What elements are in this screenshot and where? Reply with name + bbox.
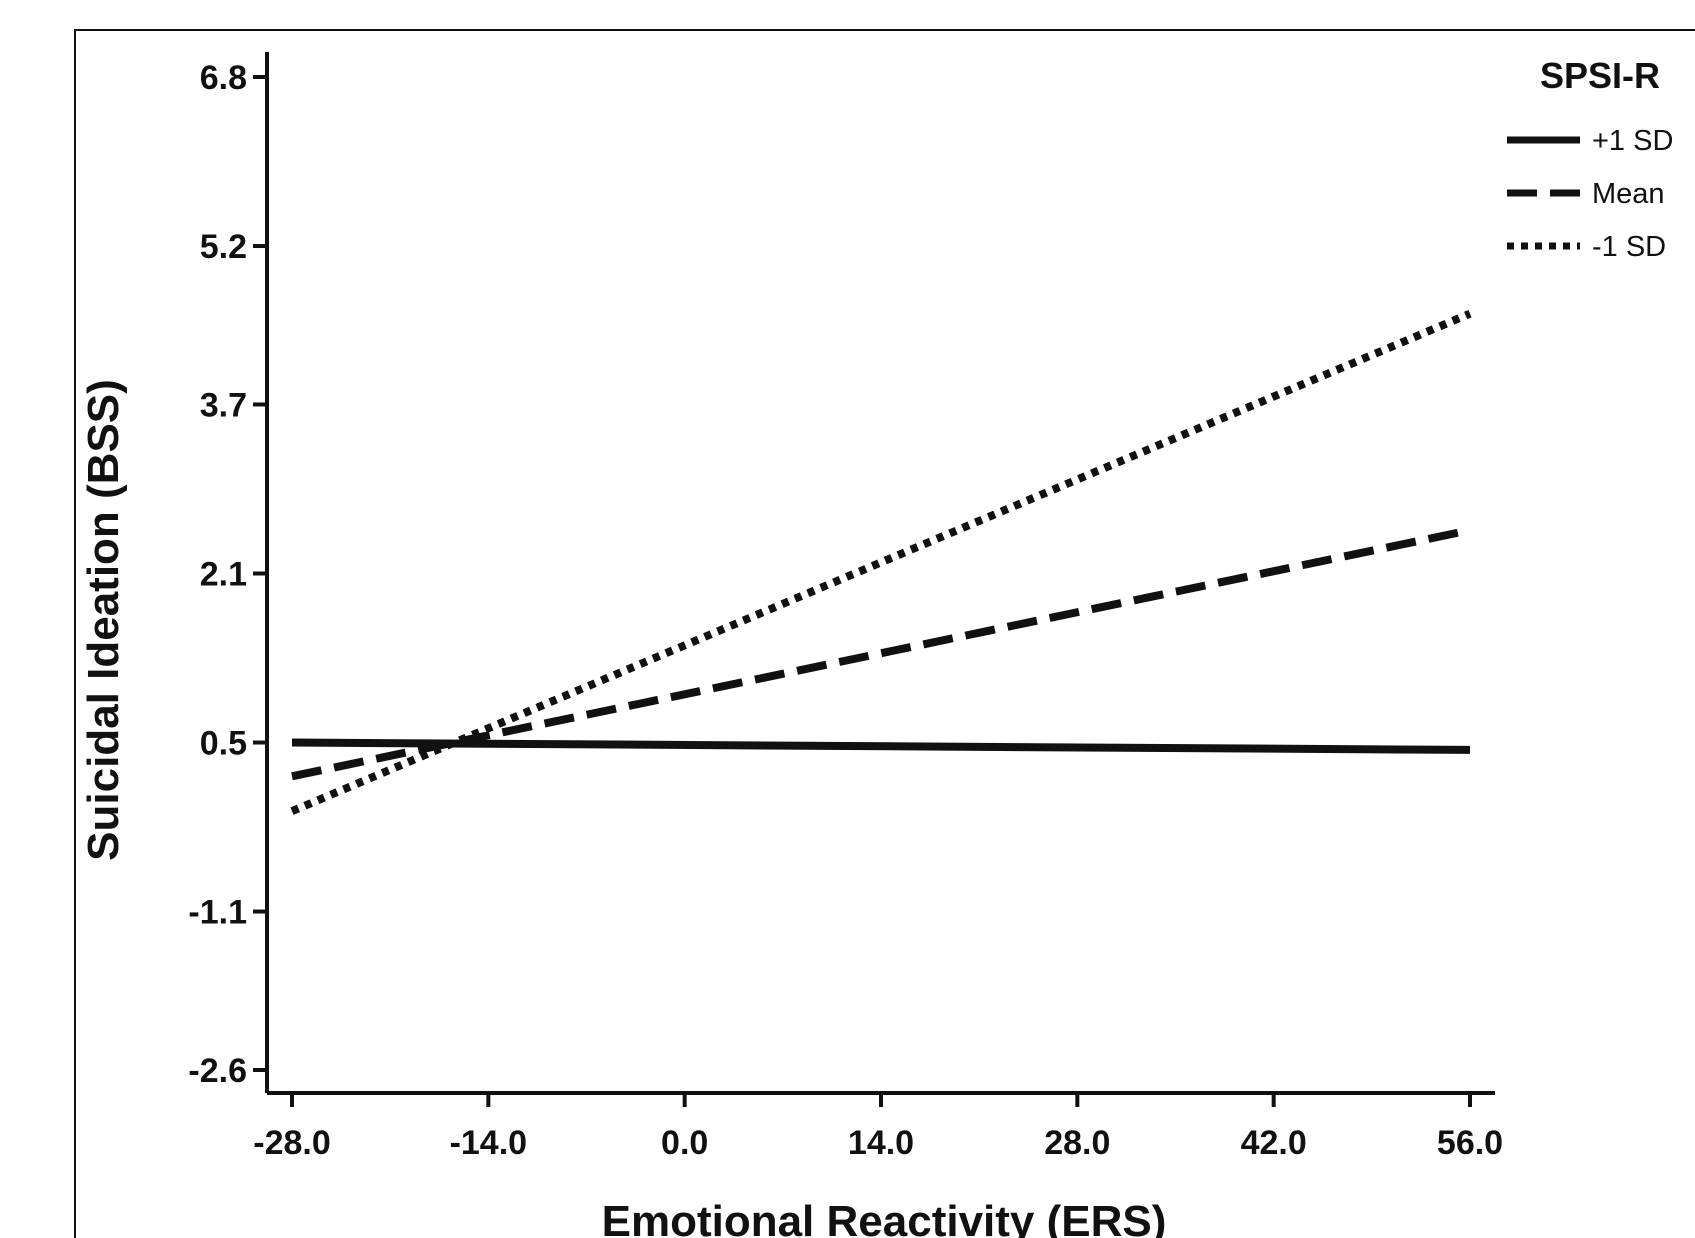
x-tick-label: 0.0 (661, 1124, 708, 1162)
x-axis-title: Emotional Reactivity (ERS) (602, 1197, 1167, 1238)
x-tick-label: -14.0 (450, 1124, 528, 1162)
y-axis-title: Suicidal Ideation (BSS) (79, 379, 128, 861)
y-tick-label: 6.8 (200, 59, 247, 97)
series-line-dotted (290, 309, 1472, 815)
x-tick-label: 56.0 (1437, 1124, 1503, 1162)
x-tick-label: 42.0 (1241, 1124, 1307, 1162)
legend-label: -1 SD (1592, 231, 1666, 263)
x-tick-label: 14.0 (848, 1124, 914, 1162)
figure-frame (74, 29, 1695, 1238)
legend-label: Mean (1592, 178, 1665, 210)
y-tick-label: -2.6 (188, 1052, 247, 1090)
y-tick-label: -1.1 (188, 894, 247, 932)
plot-area: -2.6 -1.1 0.5 2.1 3.7 5.2 6.8 -28.0 -14.0 0.0 14.0… (188, 52, 1503, 1162)
y-tick-label: 0.5 (200, 725, 247, 763)
legend-title: SPSI-R (1540, 55, 1660, 96)
legend: SPSI-R +1 SD Mean -1 SD (1507, 55, 1673, 263)
series-line-solid (291, 738, 1471, 754)
y-tick-label: 5.2 (200, 228, 247, 266)
legend-label: +1 SD (1592, 125, 1673, 157)
series-line-dashed (291, 526, 1471, 781)
y-tick-label: 3.7 (200, 386, 247, 424)
x-tick-label: 28.0 (1044, 1124, 1110, 1162)
y-tick-label: 2.1 (200, 556, 247, 594)
x-tick-label: -28.0 (253, 1124, 331, 1162)
